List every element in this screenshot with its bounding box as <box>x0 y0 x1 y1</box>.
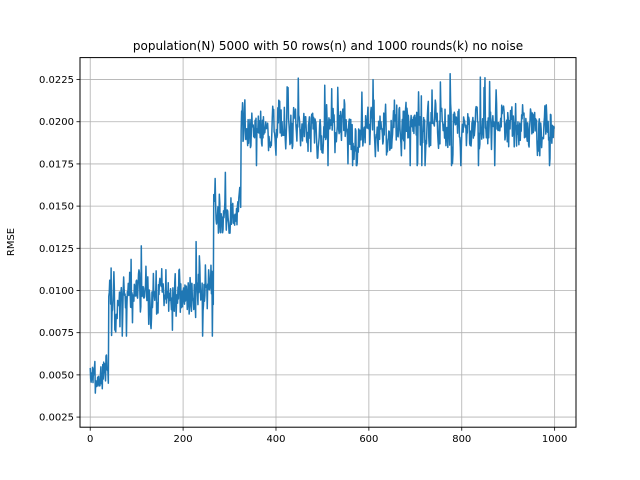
series-layer <box>89 72 555 394</box>
x-tick-label: 1000 <box>542 434 567 445</box>
y-tick-label: 0.0125 <box>39 244 74 255</box>
y-tick-label: 0.0025 <box>39 413 74 424</box>
y-tick-label: 0.0150 <box>39 202 74 213</box>
x-tick-label: 0 <box>87 434 93 445</box>
y-tick-label: 0.0100 <box>39 286 74 297</box>
y-tick-label: 0.0225 <box>39 75 74 86</box>
y-tick-label: 0.0175 <box>39 159 74 170</box>
x-tick-label: 800 <box>452 434 471 445</box>
rmse-series-line <box>89 72 555 394</box>
y-tick-label: 0.0075 <box>39 328 74 339</box>
y-tick-label: 0.0200 <box>39 117 74 128</box>
x-tick-label: 600 <box>359 434 378 445</box>
plot-frame <box>79 57 577 428</box>
y-tick-label: 0.0050 <box>39 370 74 381</box>
y-axis-title: RMSE <box>6 228 17 256</box>
axis-ticks: 0 200 400 600 800 1000 0.0025 0.0050 0.0075 0.010… <box>39 75 567 445</box>
chart-title: population(N) 5000 with 50 rows(n) and 1… <box>133 39 523 53</box>
x-tick-label: 400 <box>266 434 285 445</box>
x-tick-label: 200 <box>174 434 193 445</box>
